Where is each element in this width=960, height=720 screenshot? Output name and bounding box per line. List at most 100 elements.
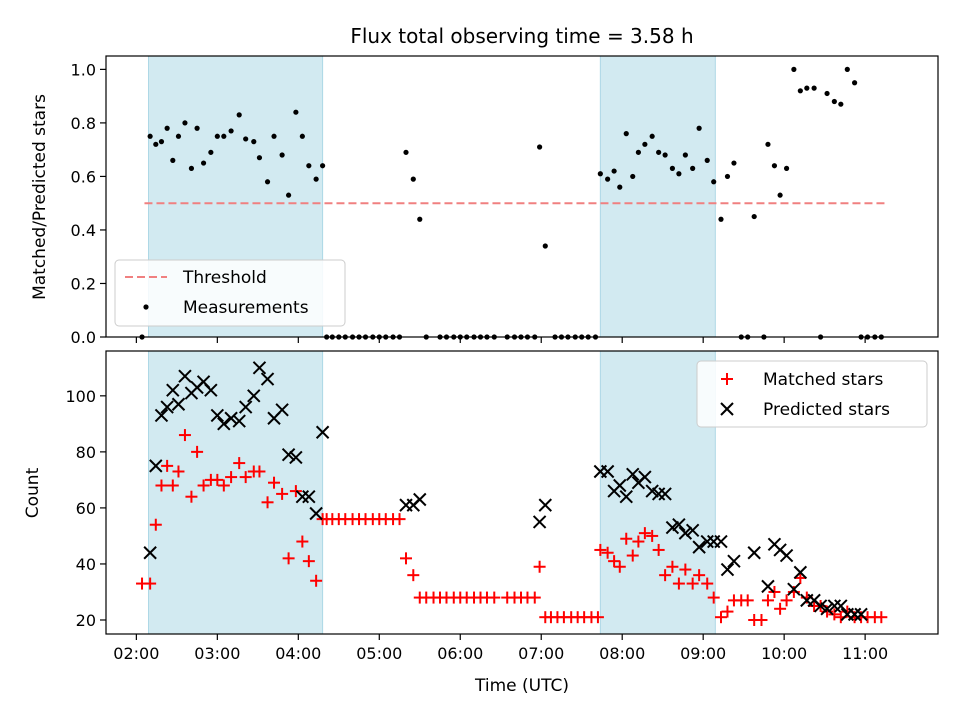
matched-star-marker [707,591,720,604]
matched-star-marker [253,465,266,478]
top-y-axis: 0.0 0.2 0.4 0.6 0.8 1.0 [71,60,106,347]
predicted-star-marker [260,372,275,386]
measurement-point [320,163,326,169]
x-tick-label: 10:00 [761,644,807,663]
matched-star-marker [233,457,246,470]
predicted-star-marker [166,383,180,397]
matched-star-marker [407,569,420,582]
predicted-star-marker [232,414,246,428]
matched-star-marker [149,518,162,531]
matched-star-marker [393,513,406,526]
matched-star-marker [632,535,645,548]
matched-star-marker [686,577,699,590]
predicted-star-marker [638,470,652,484]
measurement-point [711,179,717,185]
figure-title: Flux total observing time = 3.58 h [350,24,693,48]
matched-star-markers [136,429,888,626]
bottom-y-axis: 20 40 60 80 100 [65,387,106,630]
matched-star-marker [310,574,323,587]
legend-predicted-swatch [720,402,734,416]
x-tick-label: 09:00 [680,644,726,663]
predicted-star-marker [154,408,169,423]
predicted-star-marker [820,602,834,616]
matched-star-marker [714,611,727,624]
predicted-star-marker [692,540,706,554]
measurement-point [611,168,617,174]
matched-star-marker [185,490,198,503]
measurement-point [797,88,803,94]
measurement-point [777,192,783,198]
matched-star-marker [626,549,639,562]
measurement-point [844,66,850,72]
measurement-point [221,133,227,139]
measurement-point [783,165,790,171]
top-legend: Threshold Measurements [114,259,346,327]
measurement-point [804,85,810,91]
predicted-star-marker [238,400,253,414]
predicted-star-marker [252,361,267,375]
measurement-point [285,192,292,198]
predicted-star-marker [247,389,261,403]
top-y-tick-label: 0.2 [71,274,96,293]
measurement-point [690,165,696,171]
measurement-point [293,109,299,115]
predicted-star-marker [413,492,427,507]
matched-star-marker [197,479,210,492]
measurement-point [649,133,655,139]
predicted-star-marker [626,467,640,481]
measurement-point [718,216,724,222]
matched-star-marker [533,560,546,573]
top-panel: 0.0 0.2 0.4 0.6 0.8 1.0 Matched/Predicted sta… [30,55,939,347]
measurement-point [164,125,170,131]
predicted-star-marker [779,548,794,563]
measurement-point [851,80,858,86]
measurement-point [236,112,242,118]
top-y-axis-label: Matched/Predicted stars [30,94,50,300]
x-tick-label: 02:00 [113,644,159,663]
predicted-star-marker [149,459,163,473]
x-tick-label: 04:00 [275,644,321,663]
matched-star-marker [296,535,309,548]
predicted-star-marker [171,397,186,411]
top-y-tick-label: 1.0 [71,60,96,79]
bottom-shaded-span [148,350,324,635]
matched-star-marker [741,594,754,607]
matched-star-marker [701,577,714,590]
matched-star-marker [721,605,734,618]
measurement-point [264,179,271,185]
measurement-point [228,128,234,134]
predicted-star-marker [787,582,801,596]
predicted-star-marker [309,506,323,521]
matched-star-marker [488,591,501,604]
x-tick-label: 03:00 [194,644,240,663]
measurement-point [208,149,214,155]
measurement-point [182,120,188,126]
measurement-point [403,149,409,155]
matched-star-marker [652,543,665,556]
matched-star-marker [261,496,274,509]
measurement-point [704,157,710,163]
top-y-tick-label: 0.6 [71,167,96,186]
matched-star-marker [400,552,413,565]
matched-star-marker [768,585,781,598]
predicted-star-marker [275,403,289,417]
measurement-point [417,216,423,222]
predicted-star-marker [747,546,761,560]
predicted-star-marker [793,565,808,580]
matched-star-marker [875,611,888,624]
measurement-point [188,165,195,171]
measurement-point [158,139,165,145]
predicted-star-marker [204,383,218,397]
measurement-point [642,141,648,147]
predicted-star-marker [600,464,615,479]
top-plot-frame [105,55,939,338]
matched-star-marker [155,479,168,492]
measurement-point [299,133,305,139]
measurement-point [771,163,778,169]
measurement-point [838,101,844,107]
matched-star-marker [646,529,659,542]
matched-star-marker [613,560,626,573]
measurement-point [256,155,263,161]
matched-star-marker [755,613,768,626]
measurement-point [724,173,731,180]
